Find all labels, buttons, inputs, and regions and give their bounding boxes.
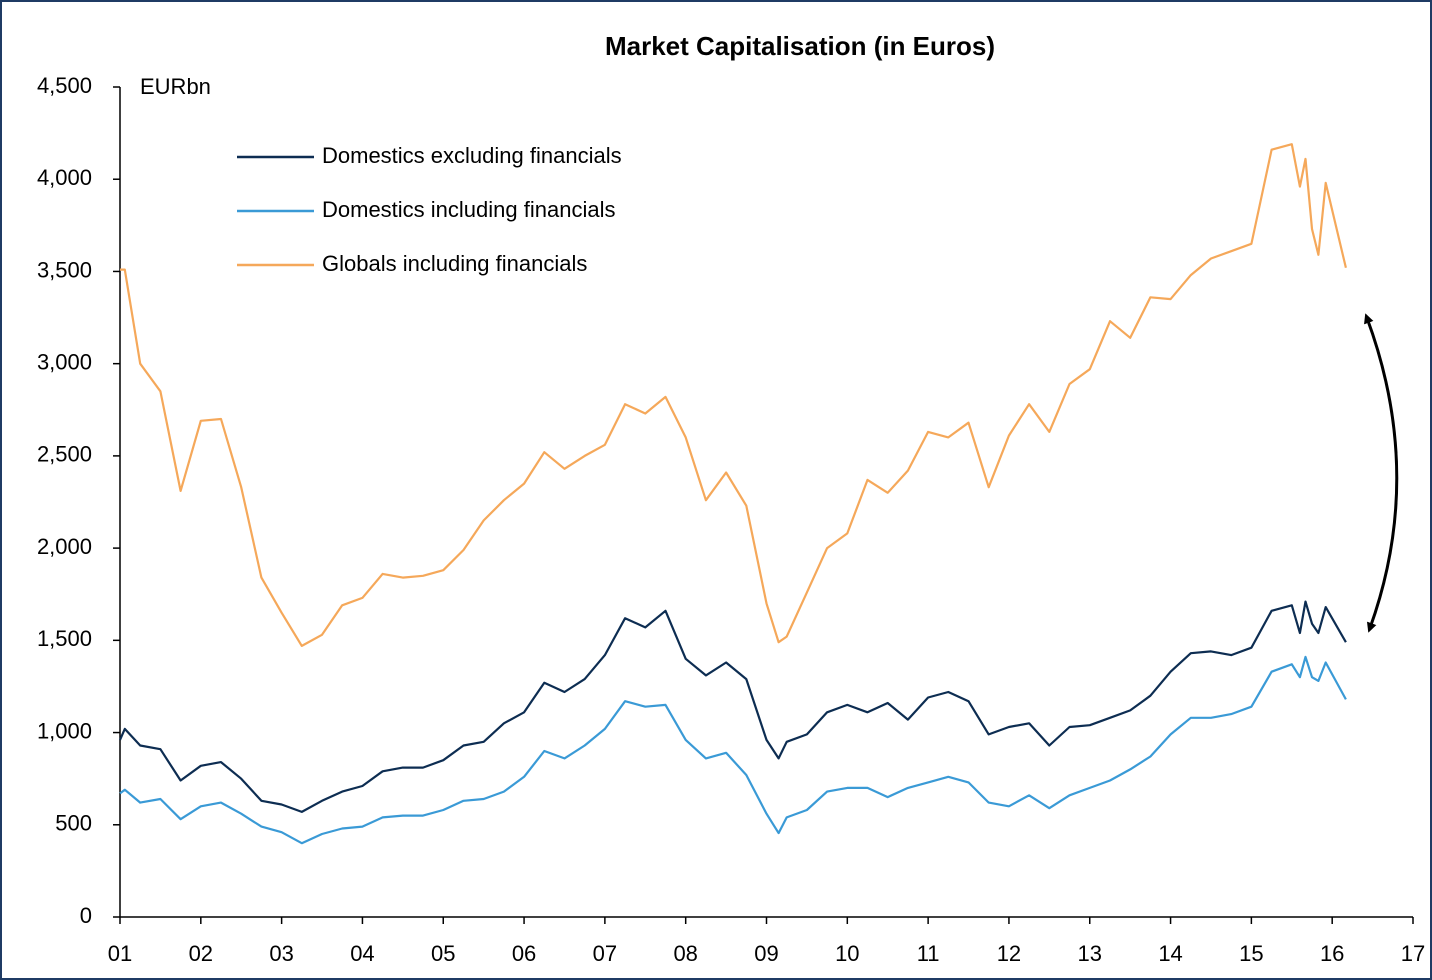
x-tick-label: 14 <box>1158 941 1182 966</box>
y-tick-label: 500 <box>55 811 92 836</box>
series-line <box>120 143 1347 647</box>
x-tick-label: 12 <box>997 941 1021 966</box>
double-arrow <box>1364 313 1399 633</box>
legend-label: Domestics excluding financials <box>322 143 622 168</box>
chart-title: Market Capitalisation (in Euros) <box>605 31 995 61</box>
x-tick-label: 02 <box>189 941 213 966</box>
y-tick-label: 3,000 <box>37 349 92 374</box>
x-tick-label: 13 <box>1078 941 1102 966</box>
x-tick-label: 06 <box>512 941 536 966</box>
y-tick-label: 3,500 <box>37 257 92 282</box>
y-tick-label: 2,500 <box>37 442 92 467</box>
x-tick-label: 08 <box>673 941 697 966</box>
x-tick-label: 15 <box>1239 941 1263 966</box>
x-tick-label: 11 <box>917 941 940 966</box>
y-tick-label: 1,500 <box>37 626 92 651</box>
x-tick-label: 03 <box>269 941 293 966</box>
y-tick-label: 0 <box>80 903 92 928</box>
x-tick-label: 17 <box>1401 941 1425 966</box>
legend-label: Globals including financials <box>322 251 587 276</box>
x-tick-label: 04 <box>350 941 374 966</box>
y-tick-label: 4,000 <box>37 165 92 190</box>
x-tick-label: 10 <box>835 941 859 966</box>
x-tick-label: 05 <box>431 941 455 966</box>
x-tick-label: 09 <box>754 941 778 966</box>
y-tick-label: 2,000 <box>37 534 92 559</box>
y-tick-label: 1,000 <box>37 718 92 743</box>
y-tick-label: 4,500 <box>37 73 92 98</box>
legend-label: Domestics including financials <box>322 197 615 222</box>
y-axis-label: EURbn <box>140 74 211 99</box>
x-tick-label: 01 <box>108 941 132 966</box>
series-line <box>119 655 1347 845</box>
x-tick-label: 07 <box>593 941 617 966</box>
series-line <box>118 600 1347 813</box>
x-tick-label: 16 <box>1320 941 1344 966</box>
